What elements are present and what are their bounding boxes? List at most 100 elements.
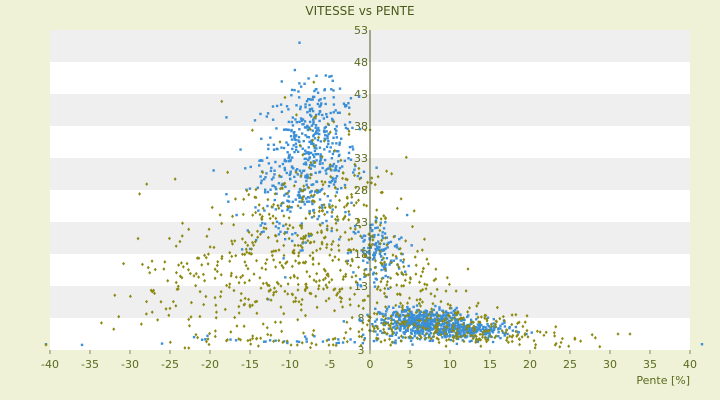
data-point xyxy=(393,245,397,248)
data-point xyxy=(353,227,357,231)
data-point xyxy=(239,298,243,303)
data-point xyxy=(145,182,149,186)
data-point xyxy=(307,158,310,162)
data-point xyxy=(284,185,287,189)
data-point xyxy=(309,160,313,165)
data-point xyxy=(506,340,510,345)
x-tick-label: 0 xyxy=(367,358,374,371)
data-point xyxy=(232,223,236,227)
y-tick-label: 3 xyxy=(358,344,365,357)
data-point xyxy=(263,191,267,194)
data-point xyxy=(291,233,294,236)
data-point xyxy=(282,340,286,343)
x-tick-label: 30 xyxy=(603,358,617,371)
data-point xyxy=(325,245,329,250)
data-point xyxy=(445,320,449,325)
data-point xyxy=(284,222,288,227)
data-point xyxy=(306,124,309,128)
data-point xyxy=(441,310,445,315)
data-point xyxy=(280,329,284,334)
y-tick-label: 48 xyxy=(354,56,368,69)
data-point xyxy=(303,261,307,265)
data-point xyxy=(475,330,479,333)
data-point xyxy=(395,323,398,326)
data-point xyxy=(246,266,250,271)
data-point xyxy=(462,331,465,334)
data-point xyxy=(354,164,357,168)
data-point xyxy=(506,332,509,336)
data-point xyxy=(302,123,305,126)
data-point xyxy=(305,151,308,155)
data-point xyxy=(352,230,355,234)
data-point xyxy=(346,127,349,131)
data-point xyxy=(432,334,436,339)
data-point xyxy=(282,201,285,204)
data-point xyxy=(329,247,333,252)
data-point xyxy=(279,320,283,325)
data-point xyxy=(336,111,340,115)
data-point xyxy=(344,126,348,130)
data-point xyxy=(309,193,313,198)
data-point xyxy=(318,109,322,113)
data-point xyxy=(413,332,417,335)
x-axis-label: Pente [%] xyxy=(636,374,690,387)
data-point xyxy=(416,318,420,323)
data-point xyxy=(396,321,400,325)
data-point xyxy=(334,343,338,348)
data-point xyxy=(389,318,393,323)
data-point xyxy=(326,137,329,140)
data-point xyxy=(324,299,328,303)
data-point xyxy=(215,269,219,274)
data-point xyxy=(408,321,412,324)
data-point xyxy=(242,324,246,329)
data-point xyxy=(413,323,417,327)
data-point xyxy=(445,328,448,332)
data-point xyxy=(306,175,310,178)
data-point xyxy=(318,160,322,163)
data-point xyxy=(347,151,351,155)
data-point xyxy=(478,324,481,328)
data-point xyxy=(335,191,339,194)
data-point xyxy=(356,283,359,286)
data-point xyxy=(200,338,204,341)
data-point xyxy=(335,293,339,297)
data-point xyxy=(310,232,314,237)
data-point xyxy=(235,324,239,328)
data-point xyxy=(297,191,301,194)
data-point xyxy=(313,155,316,159)
data-point xyxy=(439,328,442,332)
data-point xyxy=(382,327,386,332)
data-point xyxy=(409,335,413,340)
data-point xyxy=(360,327,364,332)
data-point xyxy=(384,274,387,278)
data-point xyxy=(479,338,483,342)
data-point xyxy=(459,316,463,320)
data-point xyxy=(447,282,451,287)
data-point xyxy=(330,157,334,160)
data-point xyxy=(282,214,286,218)
data-point xyxy=(384,316,388,321)
data-point xyxy=(212,245,216,250)
data-point xyxy=(284,261,288,266)
data-point xyxy=(282,224,285,228)
data-point xyxy=(409,331,413,334)
data-point xyxy=(473,333,477,338)
data-point xyxy=(334,180,337,183)
data-point xyxy=(394,321,397,324)
data-point xyxy=(294,198,297,201)
data-point xyxy=(431,320,434,323)
data-point xyxy=(310,163,314,166)
data-point xyxy=(399,339,403,343)
data-point xyxy=(266,190,270,194)
data-point xyxy=(308,127,312,132)
data-point xyxy=(328,165,332,168)
data-point xyxy=(291,292,295,297)
data-point xyxy=(264,340,267,343)
x-tick-label: 35 xyxy=(643,358,657,371)
data-point xyxy=(288,159,292,163)
data-point xyxy=(300,226,304,230)
data-point xyxy=(312,80,316,84)
data-point xyxy=(280,263,284,268)
data-point xyxy=(323,97,326,100)
data-point xyxy=(379,340,383,344)
